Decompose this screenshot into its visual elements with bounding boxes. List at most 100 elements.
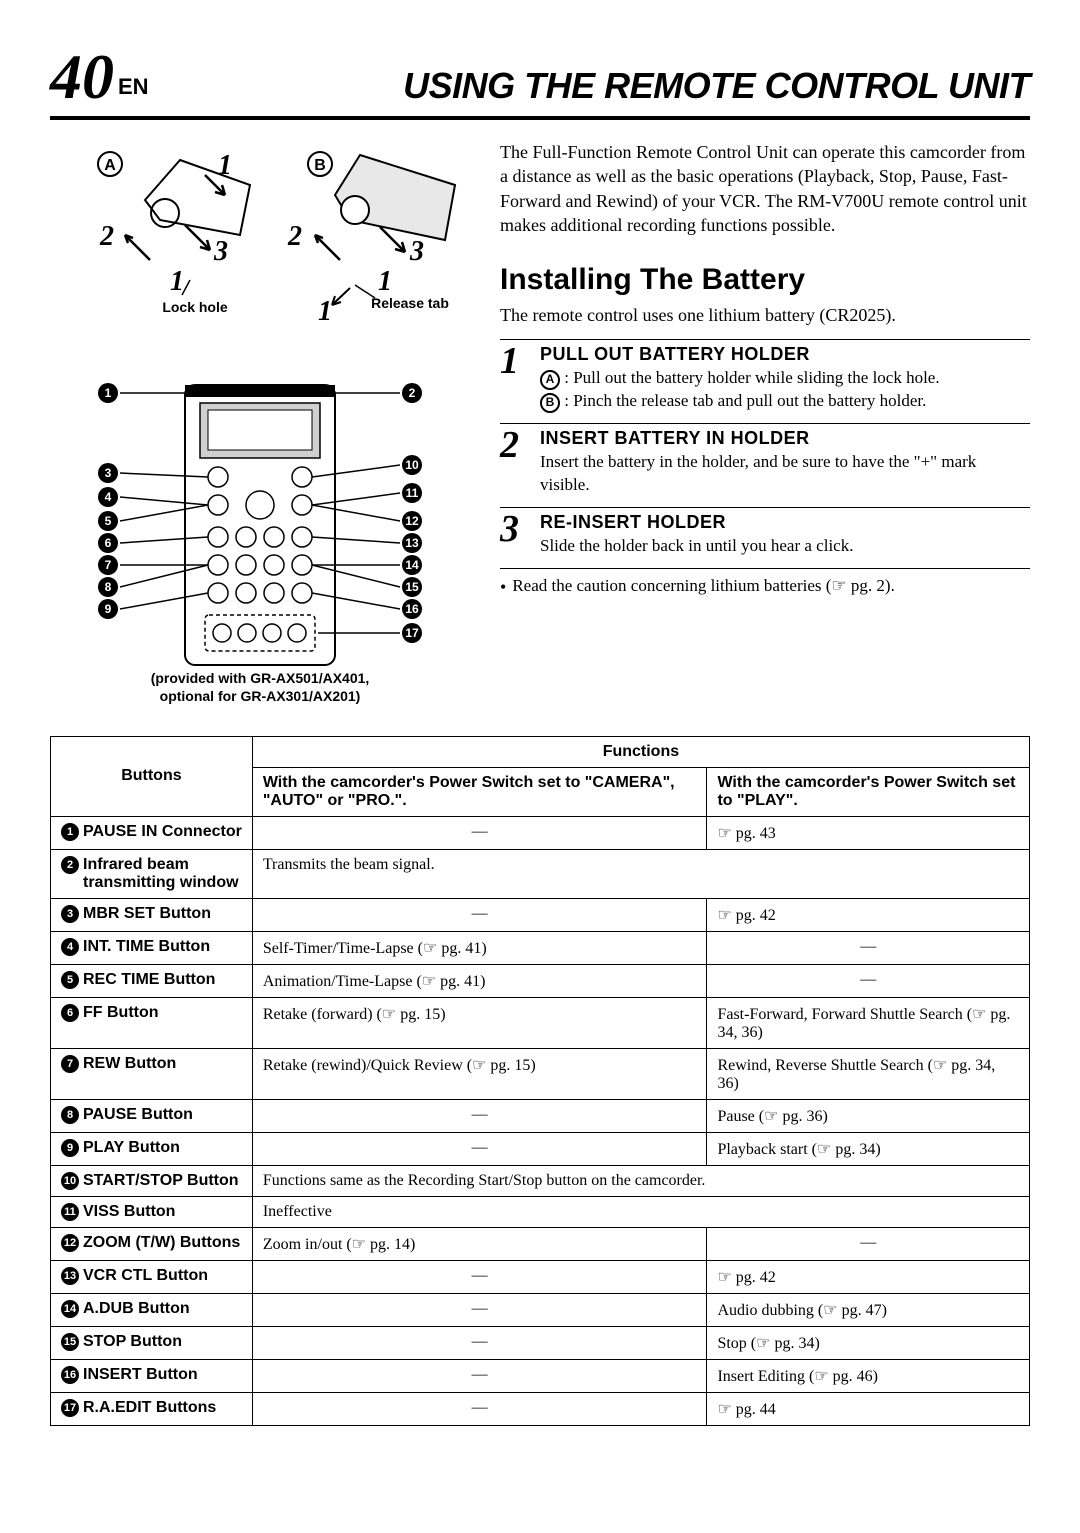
svg-text:4: 4 (105, 490, 112, 504)
function-span-cell: Functions same as the Recording Start/St… (252, 1165, 1029, 1196)
button-cell: 10START/STOP Button (51, 1165, 253, 1196)
page-title: USING THE REMOTE CONTROL UNIT (149, 65, 1030, 107)
svg-text:9: 9 (105, 602, 112, 616)
svg-text:A: A (104, 157, 116, 174)
svg-text:Release tab: Release tab (371, 295, 449, 311)
button-cell: 15STOP Button (51, 1327, 253, 1360)
svg-text:12: 12 (405, 514, 419, 528)
play-cell: — (707, 1228, 1030, 1261)
number-circle-icon: 16 (61, 1366, 79, 1384)
page-number: 40 (50, 40, 114, 114)
play-cell: ☞ pg. 42 (707, 1261, 1030, 1294)
camera-cell: Zoom in/out (☞ pg. 14) (252, 1228, 707, 1261)
svg-text:6: 6 (105, 536, 112, 550)
page-lang: EN (118, 74, 149, 100)
number-circle-icon: 1 (61, 823, 79, 841)
remote-diagram: 1 3 4 5 6 7 8 9 2 10 11 12 13 14 (50, 365, 470, 645)
svg-text:1: 1 (378, 266, 392, 297)
svg-text:7: 7 (105, 558, 112, 572)
functions-table: Buttons Functions With the camcorder's P… (50, 736, 1030, 1427)
svg-text:3: 3 (409, 236, 424, 267)
svg-text:2: 2 (287, 221, 302, 252)
play-cell: Rewind, Reverse Shuttle Search (☞ pg. 34… (707, 1048, 1030, 1099)
step-number: 1 (500, 344, 532, 413)
table-row: 12ZOOM (T/W) ButtonsZoom in/out (☞ pg. 1… (51, 1228, 1030, 1261)
button-cell: 14A.DUB Button (51, 1294, 253, 1327)
button-cell: 2Infrared beamtransmitting window (51, 849, 253, 898)
play-cell: ☞ pg. 44 (707, 1393, 1030, 1426)
svg-text:3: 3 (213, 236, 228, 267)
svg-text:17: 17 (405, 626, 419, 640)
number-circle-icon: 8 (61, 1106, 79, 1124)
table-row: 6FF ButtonRetake (forward) (☞ pg. 15)Fas… (51, 997, 1030, 1048)
number-circle-icon: 3 (61, 905, 79, 923)
battery-holder-svg: A 1 2 3 1 Lock hole B (50, 140, 470, 340)
table-row: 15STOP Button—Stop (☞ pg. 34) (51, 1327, 1030, 1360)
svg-text:1: 1 (170, 266, 184, 297)
button-cell: 5REC TIME Button (51, 964, 253, 997)
button-cell: 9PLAY Button (51, 1132, 253, 1165)
svg-text:2: 2 (99, 221, 114, 252)
step-1: 1 PULL OUT BATTERY HOLDER A : Pull out t… (500, 339, 1030, 413)
play-cell: — (707, 931, 1030, 964)
camera-cell: Self-Timer/Time-Lapse (☞ pg. 41) (252, 931, 707, 964)
number-circle-icon: 12 (61, 1234, 79, 1252)
number-circle-icon: 11 (61, 1203, 79, 1221)
button-cell: 1PAUSE IN Connector (51, 816, 253, 849)
number-circle-icon: 4 (61, 938, 79, 956)
play-cell: Audio dubbing (☞ pg. 47) (707, 1294, 1030, 1327)
number-circle-icon: 15 (61, 1333, 79, 1351)
svg-text:11: 11 (406, 486, 419, 500)
table-row: 1PAUSE IN Connector—☞ pg. 43 (51, 816, 1030, 849)
step-title: INSERT BATTERY IN HOLDER (540, 428, 1030, 449)
button-cell: 12ZOOM (T/W) Buttons (51, 1228, 253, 1261)
th-buttons: Buttons (51, 736, 253, 816)
button-cell: 16INSERT Button (51, 1360, 253, 1393)
svg-text:8: 8 (105, 580, 112, 594)
letter-b-icon: B (540, 393, 560, 413)
intro-text: The Full-Function Remote Control Unit ca… (500, 140, 1030, 237)
svg-text:16: 16 (405, 602, 419, 616)
step-title: PULL OUT BATTERY HOLDER (540, 344, 1030, 365)
function-span-cell: Ineffective (252, 1197, 1029, 1228)
camera-cell: — (252, 1327, 707, 1360)
step-text: A : Pull out the battery holder while sl… (540, 367, 1030, 413)
step-2: 2 INSERT BATTERY IN HOLDER Insert the ba… (500, 423, 1030, 497)
svg-text:5: 5 (105, 514, 112, 528)
step-number: 2 (500, 428, 532, 497)
step-title: RE-INSERT HOLDER (540, 512, 1030, 533)
remote-note-2: optional for GR-AX301/AX201) (50, 687, 470, 705)
camera-cell: — (252, 1393, 707, 1426)
camera-cell: Animation/Time-Lapse (☞ pg. 41) (252, 964, 707, 997)
camera-cell: — (252, 898, 707, 931)
camera-cell: — (252, 1360, 707, 1393)
button-cell: 11VISS Button (51, 1197, 253, 1228)
caution-text: Read the caution concerning lithium batt… (512, 575, 895, 599)
button-cell: 7REW Button (51, 1048, 253, 1099)
table-row: 16INSERT Button—Insert Editing (☞ pg. 46… (51, 1360, 1030, 1393)
number-circle-icon: 10 (61, 1172, 79, 1190)
button-cell: 3MBR SET Button (51, 898, 253, 931)
number-circle-icon: 7 (61, 1055, 79, 1073)
svg-text:1: 1 (105, 386, 112, 400)
button-cell: 8PAUSE Button (51, 1099, 253, 1132)
camera-cell: — (252, 1099, 707, 1132)
table-row: 11VISS ButtonIneffective (51, 1197, 1030, 1228)
number-circle-icon: 6 (61, 1004, 79, 1022)
number-circle-icon: 5 (61, 971, 79, 989)
camera-cell: — (252, 816, 707, 849)
svg-text:B: B (314, 157, 326, 174)
button-cell: 17R.A.EDIT Buttons (51, 1393, 253, 1426)
step1-a-text: : Pull out the battery holder while slid… (564, 368, 939, 387)
table-row: 5REC TIME ButtonAnimation/Time-Lapse (☞ … (51, 964, 1030, 997)
table-row: 9PLAY Button—Playback start (☞ pg. 34) (51, 1132, 1030, 1165)
number-circle-icon: 14 (61, 1300, 79, 1318)
table-row: 3MBR SET Button—☞ pg. 42 (51, 898, 1030, 931)
upper-section: A 1 2 3 1 Lock hole B (50, 140, 1030, 706)
play-cell: — (707, 964, 1030, 997)
step-text: Slide the holder back in until you hear … (540, 535, 1030, 558)
step-3: 3 RE-INSERT HOLDER Slide the holder back… (500, 507, 1030, 558)
svg-text:3: 3 (105, 466, 112, 480)
table-row: 2Infrared beamtransmitting windowTransmi… (51, 849, 1030, 898)
step-number: 3 (500, 512, 532, 558)
